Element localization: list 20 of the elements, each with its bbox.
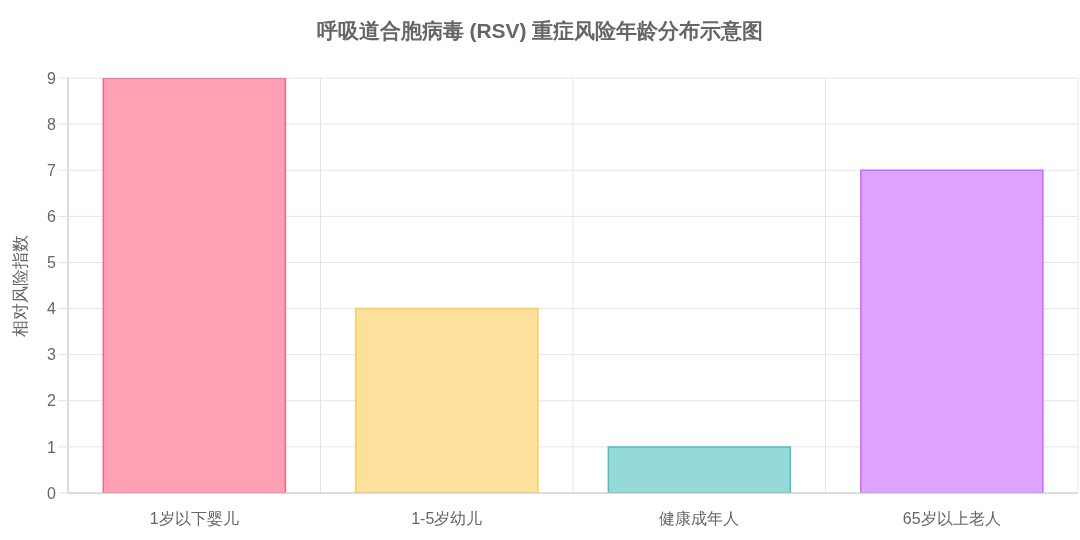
x-tick-label: 65岁以上老人 <box>902 510 1001 528</box>
y-tick-label: 7 <box>47 161 57 179</box>
bar <box>860 169 1044 493</box>
y-tick-label: 5 <box>47 254 57 272</box>
x-tick-label: 健康成年人 <box>659 510 740 528</box>
y-tick-label: 6 <box>47 208 57 226</box>
bar <box>607 446 792 493</box>
y-tick-label: 1 <box>47 438 57 456</box>
y-axis-title: 相对风险指数 <box>10 234 30 337</box>
bar <box>102 78 287 493</box>
y-tick-label: 2 <box>47 392 57 410</box>
x-tick-label: 1-5岁幼儿 <box>411 510 483 528</box>
x-tick-label: 1岁以下婴儿 <box>149 510 239 528</box>
y-tick-label: 0 <box>47 484 57 502</box>
y-tick-label: 3 <box>47 346 57 364</box>
y-tick-label: 8 <box>47 115 57 133</box>
bar <box>355 307 539 493</box>
y-tick-label: 9 <box>47 69 57 87</box>
chart-title: 呼吸道合胞病毒 (RSV) 重症风险年龄分布示意图 <box>315 18 765 44</box>
y-tick-label: 4 <box>47 300 57 318</box>
